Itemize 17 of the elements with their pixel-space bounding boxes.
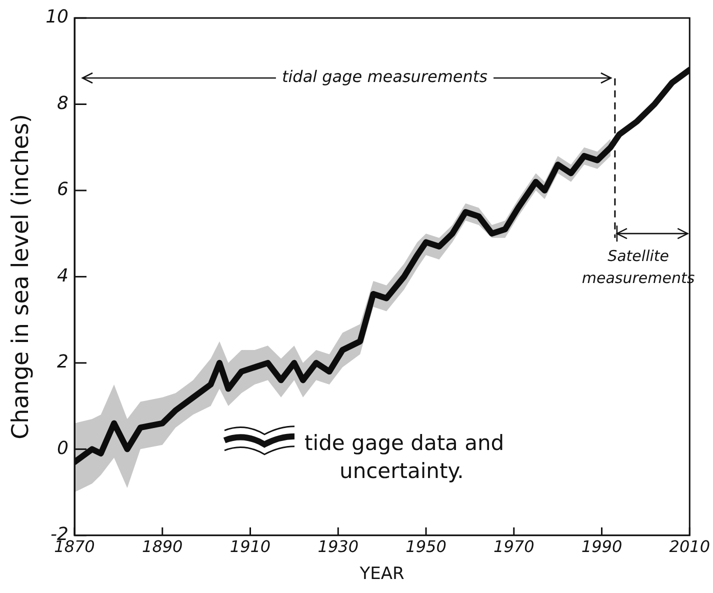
x-tick-label: 1930 [318,537,358,556]
x-tick-label: 1970 [494,537,534,556]
y-axis-title: Change in sea level (inches) [8,114,34,440]
x-tick-label: 1890 [142,537,183,556]
x-tick-label: 2010 [669,537,710,556]
y-tick-label: 8 [57,92,69,114]
x-axis-title: YEAR [358,564,405,584]
y-tick-label: 2 [57,352,69,373]
y-tick-label: 0 [57,438,69,459]
annotation: tidal gage measurements [282,67,488,86]
y-tick-label: 10 [46,6,69,28]
y-tick-label: 6 [57,179,69,200]
y-tick-label: 4 [57,265,69,286]
x-tick-label: 1990 [581,537,622,556]
legend-label: tide gage data and uncertainty. [304,430,504,483]
x-tick-label: 1910 [230,537,271,556]
x-tick-label: 1950 [406,537,446,556]
